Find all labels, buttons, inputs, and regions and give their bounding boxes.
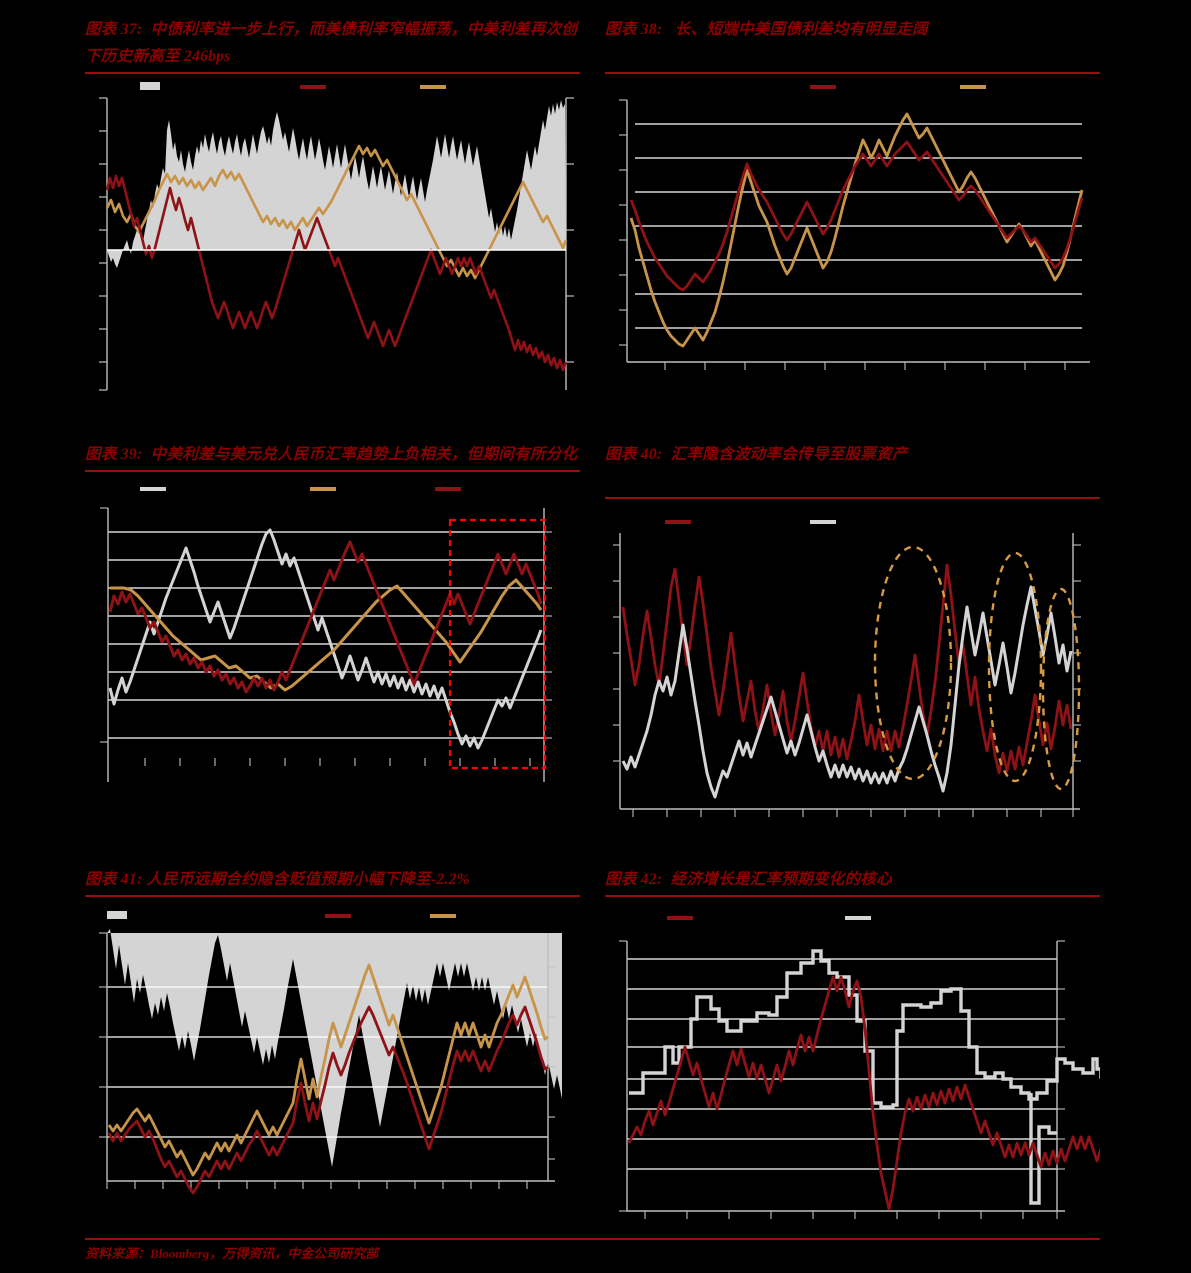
legend-swatch-line-tan-icon (960, 85, 986, 90)
legend-item-area (140, 78, 169, 96)
legend-item-red (300, 78, 335, 96)
axes-38 (619, 99, 1090, 370)
series-line-red-40 (621, 563, 1073, 775)
chart-svg-42 (619, 940, 1100, 1219)
figure-title-38: 图表 38: 长、短端中美国债利差均有明显走阔 (605, 21, 928, 38)
gridlines-38 (635, 123, 1082, 329)
figure-panel-41: 图表 41: 人民币远期合约隐含贬值预期小幅下降至-2.2% (85, 866, 580, 1219)
series-line-tan-41 (107, 963, 549, 1177)
legend-swatch-line-grey-icon (810, 520, 836, 525)
figure-title-42: 图表 42: 经济增长是汇率预期变化的核心 (605, 871, 892, 888)
footer-source: 资料来源：Bloomberg，万得资讯，中金公司研究部 (85, 1246, 379, 1261)
legend-swatch-area-icon (107, 910, 127, 922)
figure-title-40: 图表 40: 汇率隐含波动率会传导至股票资产 (605, 446, 908, 463)
annotation-dashed-rect (448, 518, 547, 770)
figure-panel-37: 图表 37: 中债利率进一步上行，而美债利率窄幅振荡，中美利差再次创下历史新高至… (85, 16, 580, 400)
series-line-tan-39 (110, 578, 543, 692)
series-line-red-38 (629, 140, 1084, 292)
annotation-ellipse-1 (873, 545, 953, 781)
legend-swatch-line-tan-icon (430, 914, 456, 919)
legend-swatch-line-red-icon (435, 487, 461, 492)
chart-svg-37 (99, 97, 574, 391)
title-rule (605, 895, 1100, 897)
legend-38 (605, 74, 1100, 90)
series-line-grey-40 (621, 585, 1073, 799)
figure-panel-39: 图表 39: 中美利差与美元兑人民币汇率趋势上负相关，但期间有所分化 (85, 441, 580, 802)
title-rule (85, 895, 580, 897)
legend-42 (605, 905, 1100, 921)
title-rule (85, 470, 580, 472)
legend-item-grey (845, 909, 880, 927)
legend-swatch-line-tan-icon (310, 487, 336, 492)
chart-canvas-39 (85, 492, 580, 802)
legend-swatch-line-grey-icon (140, 487, 166, 492)
legend-item-red (435, 480, 470, 498)
chart-canvas-38 (605, 90, 1100, 380)
legend-39 (85, 476, 580, 492)
legend-41 (85, 903, 580, 922)
legend-item-grey (140, 480, 175, 498)
chart-svg-40 (613, 533, 1081, 817)
axes-39 (100, 507, 552, 782)
chart-canvas-37 (85, 90, 580, 400)
figure-title-41: 图表 41: 人民币远期合约隐含贬值预期小幅下降至-2.2% (85, 871, 470, 888)
series-area-41 (107, 929, 562, 1167)
series-line-red-41 (107, 1005, 549, 1195)
series-line-red-39 (108, 540, 543, 694)
legend-item-area (107, 907, 136, 925)
series-step-grey-42 (629, 949, 1100, 1109)
legend-40 (605, 509, 1100, 525)
axes-37 (99, 97, 574, 391)
series-line-red-42 (627, 975, 1100, 1211)
legend-swatch-line-red-icon (300, 85, 326, 90)
annotation-ellipse-3 (1041, 587, 1081, 791)
footer-rule (85, 1238, 1100, 1240)
gridlines-42 (627, 958, 1057, 1170)
annotation-dashed-ellipses (873, 545, 1081, 791)
title-rule (605, 72, 1100, 74)
chart-canvas-40 (605, 525, 1100, 825)
chart-canvas-41 (85, 919, 580, 1219)
figure-panel-38: 图表 38: 长、短端中美国债利差均有明显走阔 (605, 16, 1100, 380)
legend-swatch-line-grey-icon (845, 916, 871, 921)
figure-title-37: 图表 37: 中债利率进一步上行，而美债利率窄幅振荡，中美利差再次创下历史新高至… (85, 21, 578, 65)
legend-item-grey (810, 513, 845, 531)
series-line-tan (105, 144, 568, 280)
figure-panel-42: 图表 42: 经济增长是汇率预期变化的核心 (605, 866, 1100, 1231)
series-line-grey-39 (108, 528, 543, 750)
legend-item-tan (430, 907, 465, 925)
chart-canvas-42 (605, 921, 1100, 1231)
series-area-spread (107, 100, 566, 268)
figure-panel-40: 图表 40: 汇率隐含波动率会传导至股票资产 (605, 441, 1100, 825)
chart-svg-38 (619, 99, 1090, 370)
gridlines-41 (107, 986, 548, 1138)
series-line-tan-38 (629, 112, 1084, 348)
legend-swatch-line-red-icon (665, 520, 691, 525)
series-step-grey-42-tail (1029, 1093, 1057, 1205)
figure-title-39: 图表 39: 中美利差与美元兑人民币汇率趋势上负相关，但期间有所分化 (85, 446, 578, 463)
legend-swatch-line-tan-icon (420, 85, 446, 90)
legend-swatch-line-red-icon (667, 916, 693, 921)
legend-item-red (810, 78, 845, 96)
chart-svg-39 (100, 507, 552, 782)
legend-item-tan (960, 78, 995, 96)
title-rule (605, 497, 1100, 499)
legend-item-red (667, 909, 702, 927)
legend-item-red (325, 907, 360, 925)
series-line-red (105, 174, 568, 372)
axes-40 (613, 533, 1081, 817)
legend-item-red (665, 513, 700, 531)
annotation-ellipse-2 (987, 551, 1043, 783)
legend-swatch-area-icon (140, 81, 160, 93)
legend-swatch-line-red-icon (325, 914, 351, 919)
legend-swatch-line-red-icon (810, 85, 836, 90)
title-rule (85, 72, 580, 74)
legend-item-tan (310, 480, 345, 498)
chart-svg-41 (99, 929, 562, 1195)
legend-37 (85, 74, 580, 93)
legend-item-tan (420, 78, 455, 96)
